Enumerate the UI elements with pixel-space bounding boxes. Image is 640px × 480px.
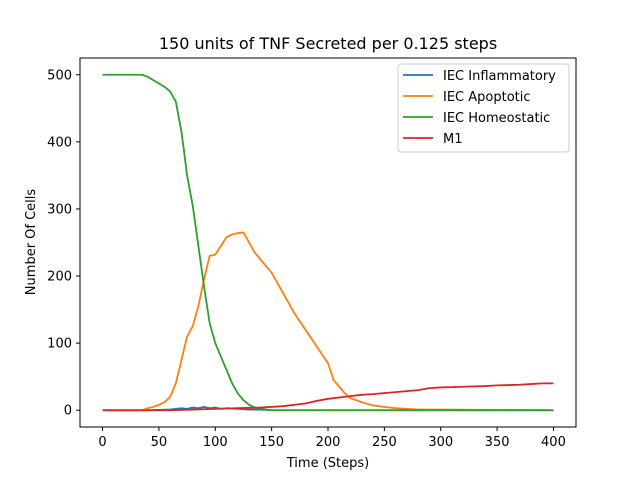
x-tick-label: 400	[541, 435, 566, 450]
legend-box	[397, 63, 570, 153]
y-tick-label: 100	[47, 337, 72, 352]
x-tick-label: 100	[203, 435, 228, 450]
y-axis-label: Number Of Cells	[24, 189, 39, 296]
x-tick-label: 50	[151, 435, 168, 450]
x-axis-label: Time (Steps)	[286, 456, 369, 471]
y-axis-ticks: 0 100 200 300 400 500	[47, 68, 80, 419]
legend: IEC Inflammatory IEC Apoptotic IEC Homeost…	[397, 63, 570, 153]
plot-lines	[102, 73, 554, 412]
x-tick-label: 250	[372, 435, 397, 450]
x-tick-label: 0	[98, 435, 106, 450]
x-tick-label: 350	[485, 435, 510, 450]
series-line-1	[102, 231, 554, 412]
legend-label-1: IEC Apoptotic	[443, 90, 531, 105]
x-axis-ticks: 0 50 100 150 200 250 300 350 400	[98, 427, 566, 450]
x-tick-label: 200	[316, 435, 341, 450]
series-line-3	[102, 382, 554, 412]
y-tick-label: 200	[47, 270, 72, 285]
legend-label-0: IEC Inflammatory	[443, 69, 556, 84]
x-tick-label: 300	[428, 435, 453, 450]
chart-title: 150 units of TNF Secreted per 0.125 step…	[159, 34, 497, 53]
y-tick-label: 400	[47, 135, 72, 150]
y-tick-label: 500	[47, 68, 72, 83]
y-tick-label: 0	[64, 404, 72, 419]
legend-label-2: IEC Homeostatic	[443, 111, 550, 126]
legend-label-3: M1	[443, 132, 463, 147]
y-tick-label: 300	[47, 202, 72, 217]
x-tick-label: 150	[259, 435, 284, 450]
